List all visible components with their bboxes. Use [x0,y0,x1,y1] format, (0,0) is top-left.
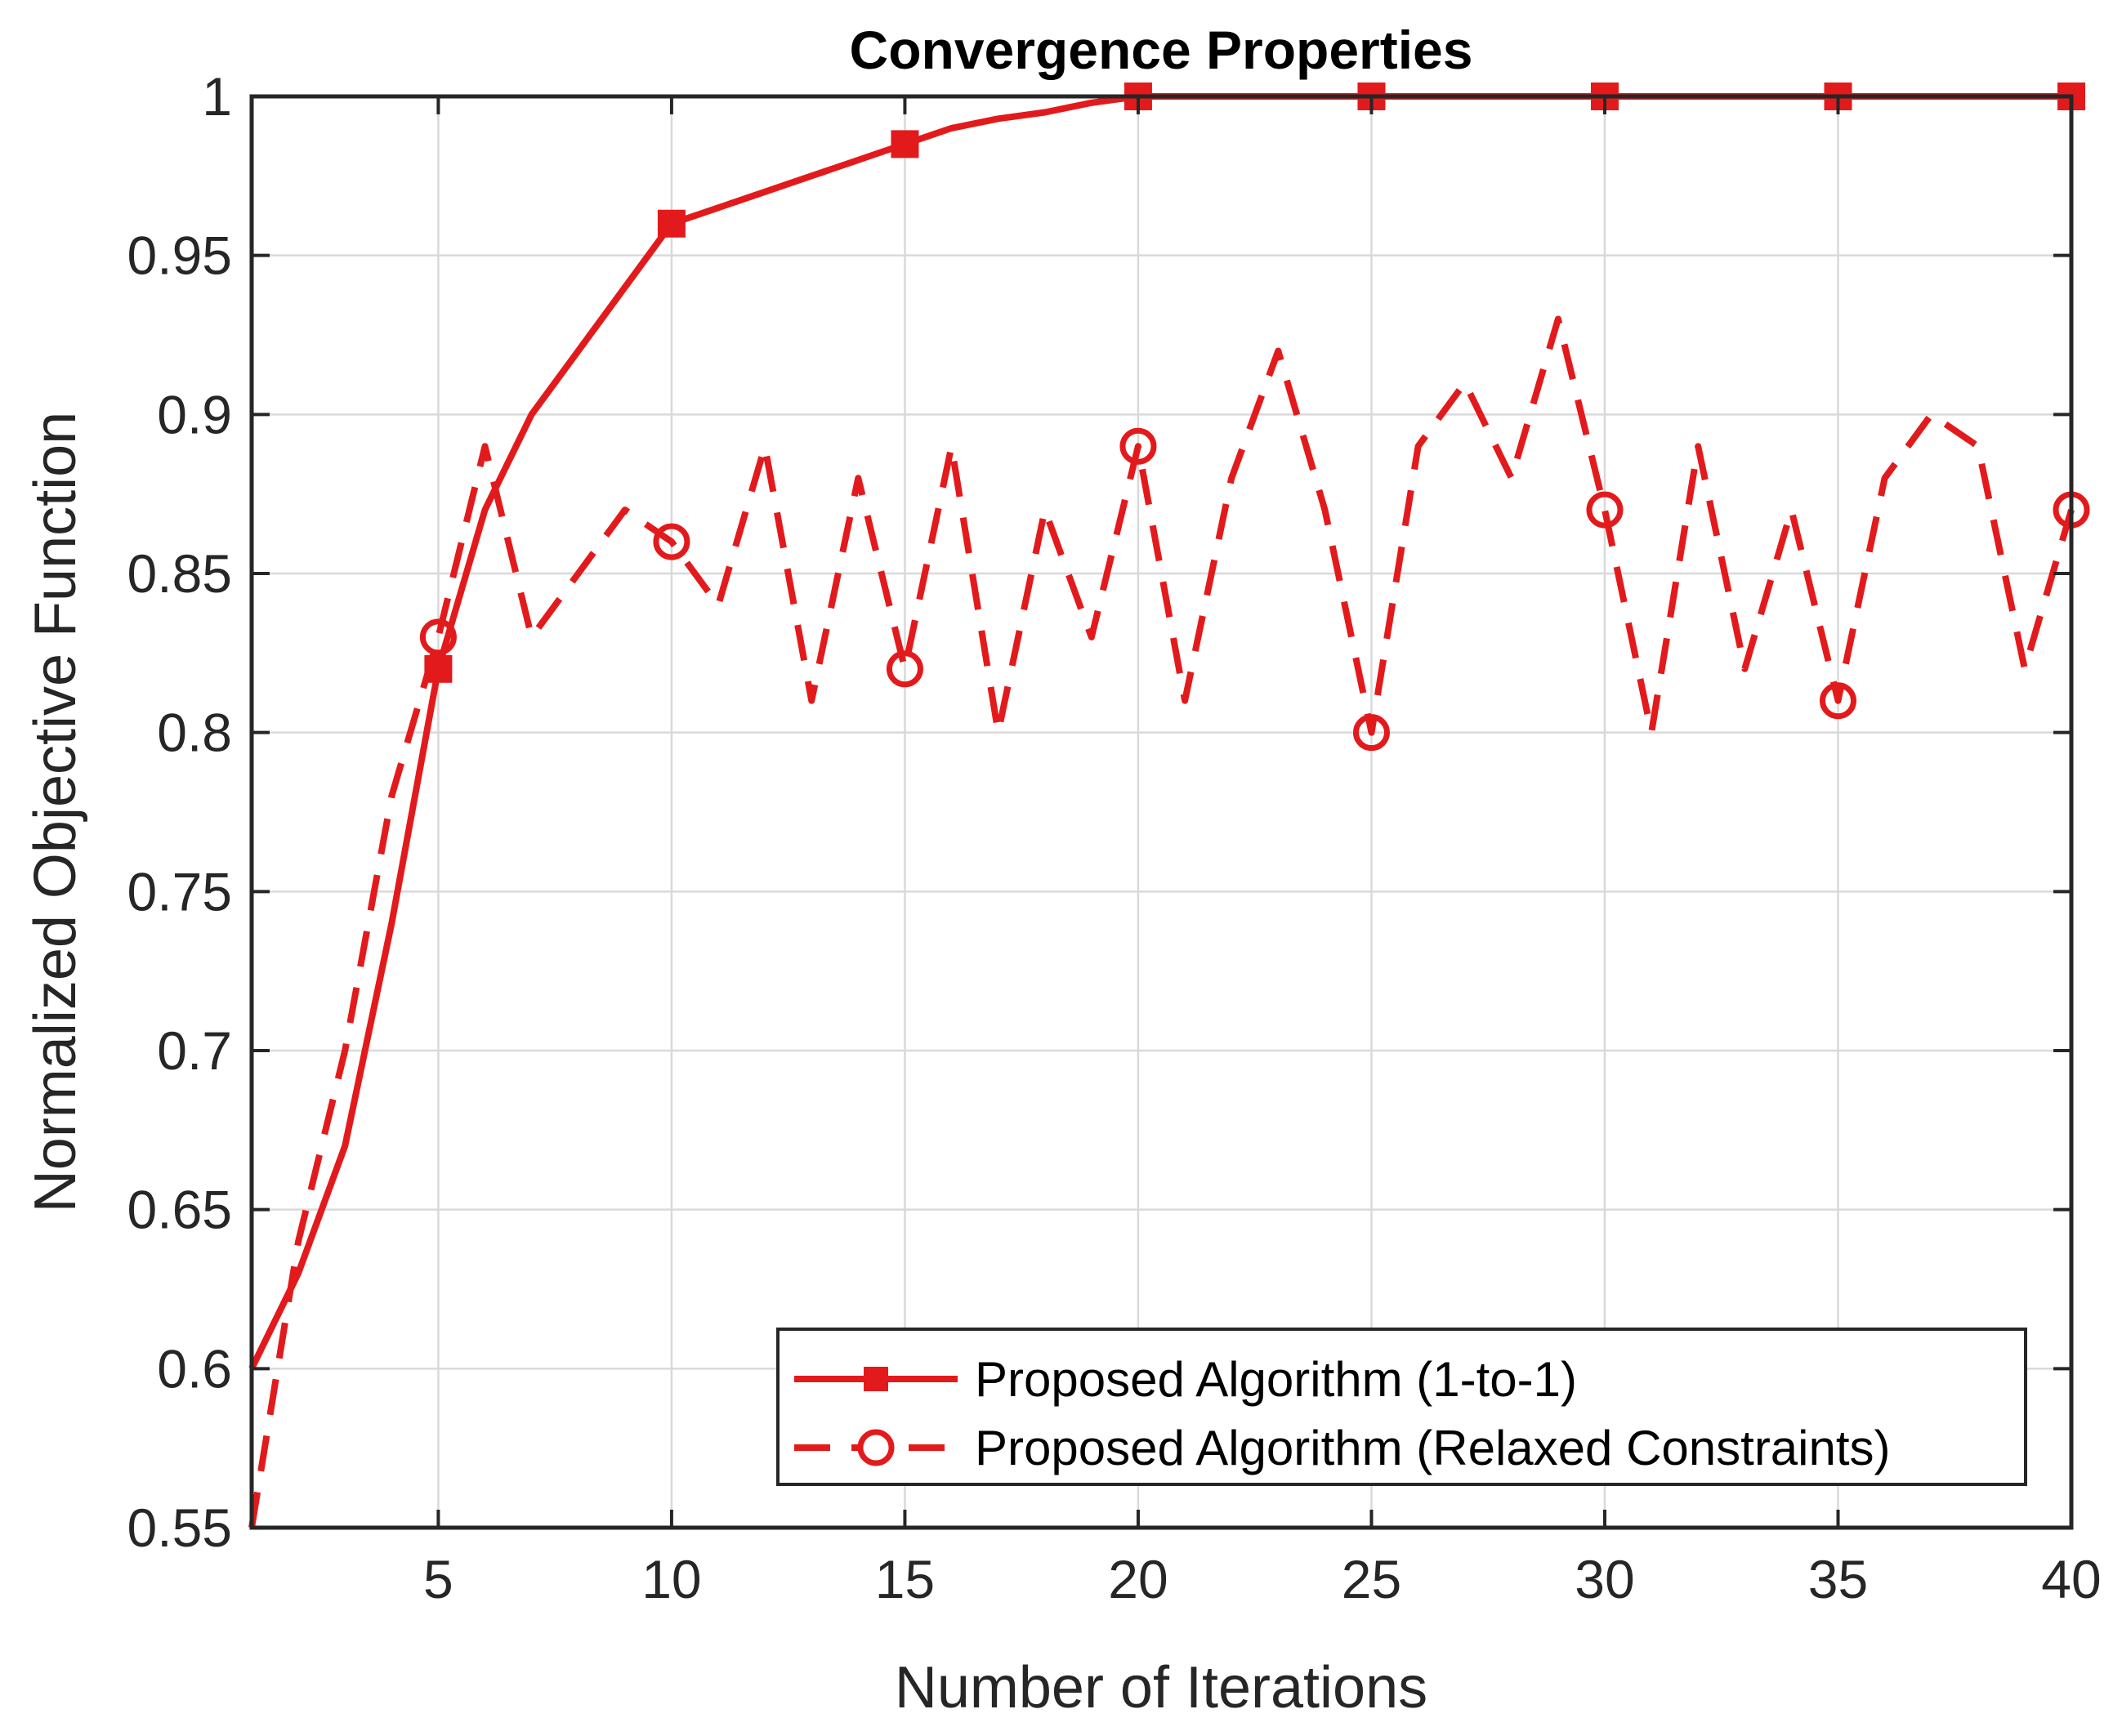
x-tick-label: 15 [875,1549,935,1609]
x-tick-label: 30 [1575,1549,1634,1609]
x-tick-label: 5 [423,1549,453,1609]
data-point-circle [886,650,923,688]
x-tick-label: 25 [1342,1549,1401,1609]
chart-title: Convergence Properties [850,20,1473,80]
data-point-circle [1586,491,1624,529]
tick-marks [252,95,2073,1529]
data-point-circle [419,618,457,656]
y-tick-label: 0.9 [157,384,232,444]
data-point-square [657,209,686,238]
plot-frame [249,94,2074,1530]
y-tick-label: 1 [202,66,232,127]
legend-marker-square [864,1367,888,1391]
legend-sample-1to1 [794,1367,958,1391]
legend-label-1to1: Proposed Algorithm (1-to-1) [975,1352,1577,1407]
y-tick-label: 0.55 [127,1497,232,1558]
y-tick-label: 0.75 [127,861,232,922]
data-point-circle [1119,427,1157,465]
legend-sample-relaxed [794,1429,958,1466]
legend-marker-circle [857,1429,895,1466]
legend-label-relaxed: Proposed Algorithm (Relaxed Constraints) [975,1421,1891,1475]
data-point-circle [1352,714,1390,752]
x-tick-label: 40 [2041,1549,2101,1609]
y-axis-label: Normalized Objective Function [23,412,88,1212]
y-tick-label: 0.65 [127,1180,232,1240]
y-tick-label: 0.8 [157,703,232,763]
x-tick-label: 20 [1108,1549,1168,1609]
legend-box [776,1328,2027,1486]
tick-labels: 5 10 15 20 25 30 35 40 0.55 0.6 0.65 0.7 0.75 0.8 0.85… [127,66,2102,1609]
data-point-square [891,130,919,158]
series-line-relaxed [248,315,2075,1528]
x-tick-label: 10 [641,1549,701,1609]
y-tick-label: 0.85 [127,543,232,604]
data-point-circle [1819,682,1856,720]
y-tick-label: 0.6 [157,1338,232,1399]
data-point-circle [653,523,690,560]
series-relaxed [248,315,2090,1528]
y-tick-label: 0.95 [127,225,232,286]
x-axis-label: Number of Iterations [895,1655,1427,1720]
y-tick-label: 0.7 [157,1020,232,1081]
legend: Proposed Algorithm (1-to-1) Proposed Alg… [776,1328,2027,1486]
x-tick-label: 35 [1808,1549,1868,1609]
